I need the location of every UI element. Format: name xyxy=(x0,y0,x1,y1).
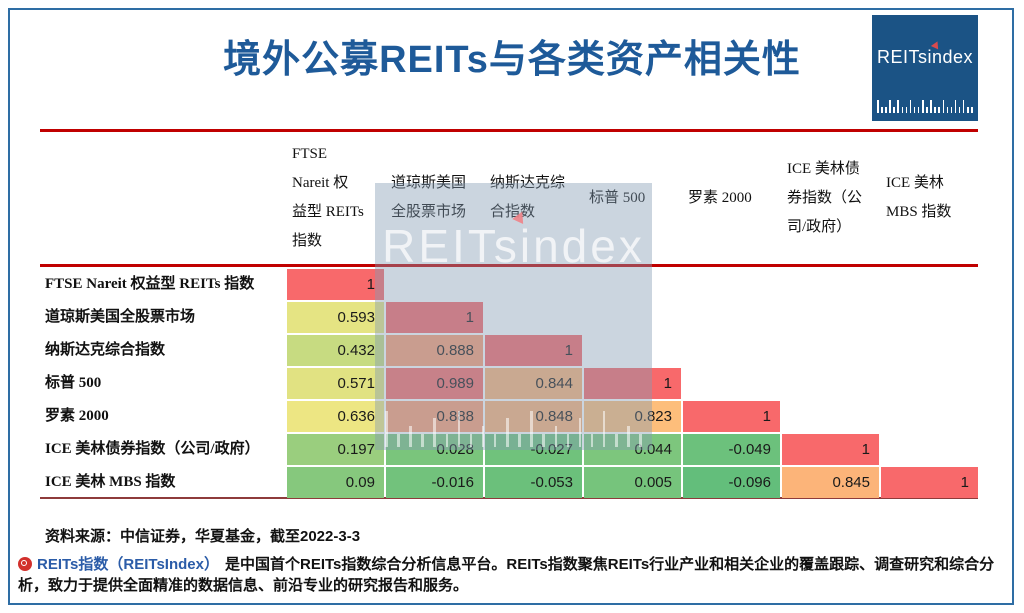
column-header: 标普 500 xyxy=(589,189,646,206)
watermark-overlay: REITsindex xyxy=(375,183,652,450)
row-label: 标普 500 xyxy=(45,375,102,391)
logo-text-pre: REITs xyxy=(876,47,928,67)
column-header: FTSE Nareit 权 益型 REITs 指数 xyxy=(292,146,364,249)
row-label: 道琼斯美国全股票市场 xyxy=(45,309,196,325)
table-header-rule xyxy=(40,264,978,267)
correlation-cell: 1 xyxy=(485,335,582,366)
logo-wordmark: REITsindex xyxy=(872,47,978,68)
watermark-text: REITsindex xyxy=(382,220,645,272)
reitsindex-logo: REITsindex xyxy=(872,15,978,121)
logo-text-i: i xyxy=(927,47,932,67)
correlation-cell: 0.571 xyxy=(287,368,384,399)
table-bottom-rule xyxy=(40,497,978,499)
outer-frame xyxy=(8,8,1014,605)
correlation-cell: 1 xyxy=(881,467,978,498)
column-header: 罗素 2000 xyxy=(688,189,752,206)
correlation-cell: 0.845 xyxy=(782,467,879,498)
correlation-cell: 0.989 xyxy=(386,368,483,399)
correlation-cell: 1 xyxy=(386,302,483,333)
correlation-cell: -0.016 xyxy=(386,467,483,498)
column-header: 道琼斯美国 全股票市场 xyxy=(391,175,467,220)
footer-brand: REITs指数（REITsIndex） xyxy=(37,556,219,573)
column-header: ICE 美林 MBS 指数 xyxy=(886,175,952,220)
correlation-cell: -0.053 xyxy=(485,467,582,498)
correlation-cell: 0.593 xyxy=(287,302,384,333)
correlation-cell: 0.636 xyxy=(287,401,384,432)
logo-text-post: ndex xyxy=(931,47,974,67)
correlation-cell: 0.888 xyxy=(386,335,483,366)
correlation-cell: -0.049 xyxy=(683,434,780,465)
correlation-cell: 0.844 xyxy=(485,368,582,399)
correlation-cell: 0.09 xyxy=(287,467,384,498)
correlation-cell: 1 xyxy=(287,269,384,300)
column-header: 纳斯达克综 合指数 xyxy=(490,175,566,220)
row-label: 纳斯达克综合指数 xyxy=(45,342,166,358)
row-label: ICE 美林债券指数（公司/政府） xyxy=(45,441,260,457)
footer-note: REITs指数（REITsIndex） 是中国首个REITs指数综合分析信息平台。… xyxy=(18,554,1008,596)
column-header: ICE 美林债 券指数（公 司/政府） xyxy=(787,160,863,235)
correlation-cell: 1 xyxy=(782,434,879,465)
correlation-cell: 1 xyxy=(683,401,780,432)
reitsindex-bullet-icon xyxy=(18,557,32,571)
page-title: 境外公募REITs与各类资产相关性 xyxy=(223,39,801,81)
correlation-cell: 0.005 xyxy=(584,467,681,498)
source-note: 资料来源：中信证券，华夏基金，截至2022-3-3 xyxy=(45,528,361,545)
row-label: 罗素 2000 xyxy=(45,408,109,424)
row-label: ICE 美林 MBS 指数 xyxy=(45,474,176,490)
correlation-cell: 1 xyxy=(584,368,681,399)
table-top-rule xyxy=(40,129,978,132)
watermark-ruler-ticks-icon xyxy=(385,407,642,447)
correlation-cell: -0.096 xyxy=(683,467,780,498)
logo-ruler-ticks-icon xyxy=(877,99,973,113)
correlation-cell: 0.823 xyxy=(584,401,681,432)
correlation-cell: 0.432 xyxy=(287,335,384,366)
correlation-cell: 0.044 xyxy=(584,434,681,465)
footer-text: 是中国首个REITs指数综合分析信息平台。REITs指数聚焦REITs行业产业和… xyxy=(18,556,995,594)
correlation-cell: 0.197 xyxy=(287,434,384,465)
correlation-cell: 0.848 xyxy=(485,401,582,432)
correlation-cell: -0.027 xyxy=(485,434,582,465)
row-label: FTSE Nareit 权益型 REITs 指数 xyxy=(45,276,255,292)
